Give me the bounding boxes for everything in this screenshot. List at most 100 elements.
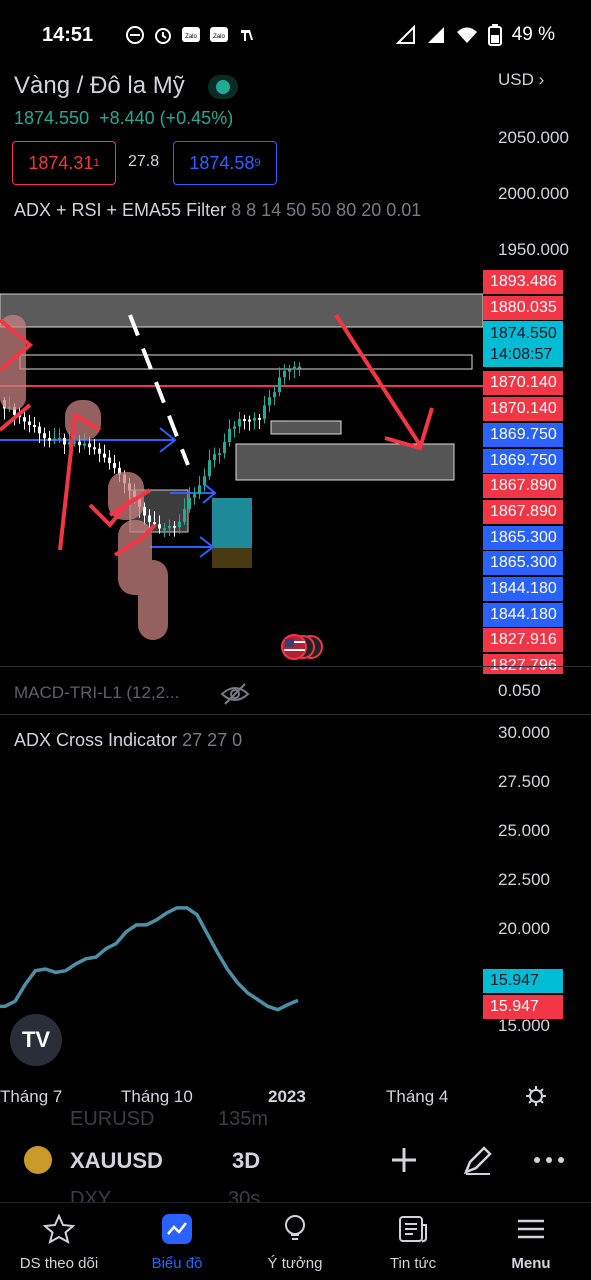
price-badge: 1880.035 [483, 296, 563, 320]
candle-body [243, 419, 246, 421]
price-badge-countdown: 14:08:57 [490, 344, 563, 365]
zalo-icon: Zalo [181, 25, 201, 45]
candle-body [258, 418, 261, 420]
price-badge: 1867.890 [483, 474, 563, 498]
candle-body [223, 442, 226, 453]
price-axis-label: 1950.000 [498, 240, 569, 260]
candle-body [298, 366, 301, 368]
sell-button[interactable]: 1874.31 1 [12, 141, 116, 185]
buy-button[interactable]: 1874.58 9 [173, 141, 277, 185]
price-badge: 1865.300 [483, 551, 563, 575]
svg-text:Zalo: Zalo [185, 34, 197, 40]
candle-body [273, 392, 276, 397]
sell-price-sup: 1 [93, 157, 99, 169]
price-badge: 1827.916 [483, 628, 563, 652]
battery-icon [488, 24, 502, 46]
macd-legend[interactable]: MACD-TRI-L1 (12,2... [14, 683, 179, 703]
pen-icon[interactable] [458, 1140, 498, 1180]
status-time: 14:51 [42, 24, 93, 47]
candle-body [288, 370, 291, 372]
time-axis-label: Tháng 10 [121, 1087, 193, 1107]
candle-body [178, 522, 181, 527]
nav-chart[interactable]: Biểu đồ [118, 1203, 236, 1280]
price-badge-value: 1874.550 [490, 323, 563, 344]
tradingview-logo[interactable]: TV [10, 1014, 62, 1066]
battery-level: 49 % [512, 24, 555, 46]
more-icon[interactable] [529, 1140, 569, 1180]
adx-badge-teal: 15.947 [483, 969, 563, 993]
zone-box [0, 294, 483, 327]
candle-body [88, 444, 91, 448]
candle-body [103, 454, 106, 458]
candle-body [233, 426, 236, 428]
gear-icon[interactable] [525, 1085, 547, 1107]
time-axis-label: Tháng 4 [386, 1087, 448, 1107]
candle-body [198, 485, 201, 494]
candle-body [268, 397, 271, 405]
candle-body [183, 509, 186, 522]
tradingview-status-icon [237, 25, 257, 45]
candle-body [33, 425, 36, 427]
timeframe-button[interactable]: 3D [232, 1148, 260, 1174]
candle-body [43, 433, 46, 438]
nav-menu[interactable]: Menu [472, 1203, 590, 1280]
news-icon [397, 1213, 429, 1245]
price-badge: 1874.550 14:08:57 [483, 321, 563, 367]
macd-axis-label: 0.050 [498, 681, 541, 701]
price-axis-label: 2000.000 [498, 184, 569, 204]
status-bar: 14:51 Zalo Zalo 49 % [0, 0, 591, 70]
alarm-icon [153, 25, 173, 45]
signal-markers [0, 315, 168, 640]
adx-chart[interactable] [0, 715, 483, 1075]
zone-box [212, 548, 252, 568]
price-chart[interactable] [0, 290, 483, 665]
price-badge: 1869.750 [483, 423, 563, 447]
candle-body [193, 494, 196, 497]
signal-icon [426, 25, 446, 45]
price-badge: 1893.486 [483, 270, 563, 294]
market-open-indicator[interactable] [208, 75, 238, 99]
symbol-title[interactable]: Vàng / Đô la Mỹ [14, 72, 185, 100]
price-badge: 1870.140 [483, 397, 563, 421]
price-badge: 1844.180 [483, 603, 563, 627]
candle-body [263, 405, 266, 419]
nav-watchlist[interactable]: DS theo dõi [0, 1203, 118, 1280]
adx-axis-label: 22.500 [498, 870, 550, 890]
candle-body [28, 421, 31, 425]
price-badge: 1869.750 [483, 449, 563, 473]
price-axis-label: 2050.000 [498, 128, 569, 148]
adx-axis-label: 25.000 [498, 821, 550, 841]
signal-off-icon [396, 25, 416, 45]
nav-ideas[interactable]: Ý tưởng [236, 1203, 354, 1280]
dnd-icon [125, 25, 145, 45]
zone-box [212, 498, 252, 548]
us-flag-icon[interactable] [282, 635, 322, 659]
symbol-name[interactable]: XAUUSD [70, 1148, 163, 1174]
candle-body [38, 427, 41, 434]
candle-body [83, 444, 86, 446]
nav-news[interactable]: Tin tức [354, 1203, 472, 1280]
candle-body [48, 438, 51, 441]
plus-icon[interactable] [384, 1140, 424, 1180]
currency-select[interactable]: USD › [498, 70, 544, 90]
nav-label: Tin tức [354, 1255, 472, 1272]
change-value: +8.440 (+0.45%) [99, 108, 233, 128]
candle-body [78, 442, 81, 446]
candle-body [113, 463, 116, 468]
candle-body [168, 526, 171, 529]
price-badge: 1867.890 [483, 500, 563, 524]
candle-body [283, 371, 286, 377]
indicator-legend[interactable]: ADX + RSI + EMA55 Filter 8 8 14 50 50 80… [14, 200, 421, 221]
candle-body [238, 419, 241, 426]
status-icons: Zalo Zalo [125, 25, 257, 45]
pane-divider[interactable] [0, 666, 591, 667]
price-badge: 1870.140 [483, 371, 563, 395]
candle-body [93, 447, 96, 449]
zalo-icon-2: Zalo [209, 25, 229, 45]
candle-body [203, 476, 206, 485]
eye-hidden-icon[interactable] [220, 682, 250, 706]
zone-box [271, 421, 341, 434]
candle-body [173, 526, 176, 528]
svg-text:Zalo: Zalo [213, 34, 225, 40]
gold-icon [24, 1146, 52, 1174]
